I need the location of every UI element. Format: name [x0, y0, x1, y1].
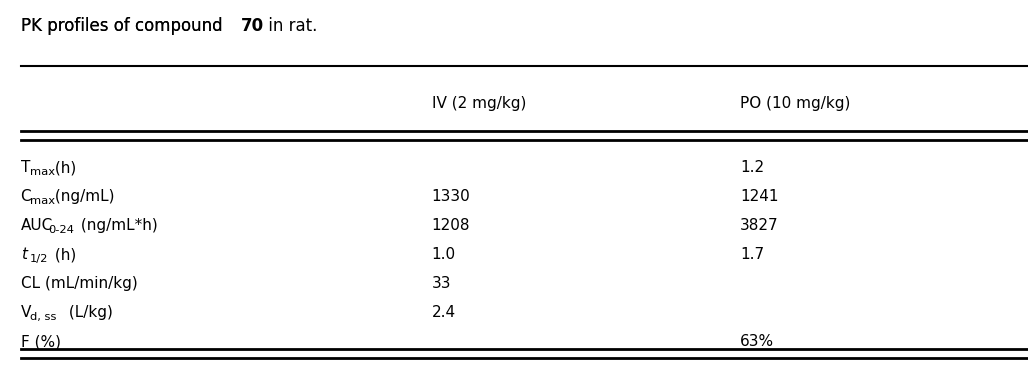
Text: C: C	[21, 189, 31, 204]
Text: CL (mL/min/kg): CL (mL/min/kg)	[21, 276, 138, 291]
Text: (L/kg): (L/kg)	[64, 305, 113, 320]
Text: IV (2 mg/kg): IV (2 mg/kg)	[432, 96, 526, 111]
Text: 1/2: 1/2	[30, 254, 48, 264]
Text: V: V	[21, 305, 31, 320]
Text: 1208: 1208	[432, 218, 470, 233]
Text: max: max	[30, 167, 54, 177]
Text: 1.0: 1.0	[432, 247, 455, 262]
Text: d, ss: d, ss	[30, 312, 57, 322]
Text: 33: 33	[432, 276, 451, 291]
Text: (h): (h)	[50, 160, 77, 175]
Text: in rat.: in rat.	[262, 17, 317, 35]
Text: PK profiles of compound: PK profiles of compound	[21, 17, 227, 35]
Text: 3827: 3827	[740, 218, 779, 233]
Text: 70: 70	[241, 17, 264, 35]
Text: t: t	[21, 247, 27, 262]
Text: PO (10 mg/kg): PO (10 mg/kg)	[740, 96, 850, 111]
Text: PK profiles of compound: PK profiles of compound	[21, 17, 227, 35]
Text: 1330: 1330	[432, 189, 471, 204]
Text: 63%: 63%	[740, 334, 774, 349]
Text: 1.2: 1.2	[740, 160, 764, 175]
Text: 2.4: 2.4	[432, 305, 455, 320]
Text: F (%): F (%)	[21, 334, 61, 349]
Text: (ng/mL*h): (ng/mL*h)	[76, 218, 157, 233]
Text: (h): (h)	[50, 247, 77, 262]
Text: 1.7: 1.7	[740, 247, 764, 262]
Text: max: max	[30, 196, 54, 206]
Text: 0-24: 0-24	[48, 225, 74, 235]
Text: T: T	[21, 160, 30, 175]
Text: 1241: 1241	[740, 189, 778, 204]
Text: (ng/mL): (ng/mL)	[50, 189, 115, 204]
Text: AUC: AUC	[21, 218, 52, 233]
